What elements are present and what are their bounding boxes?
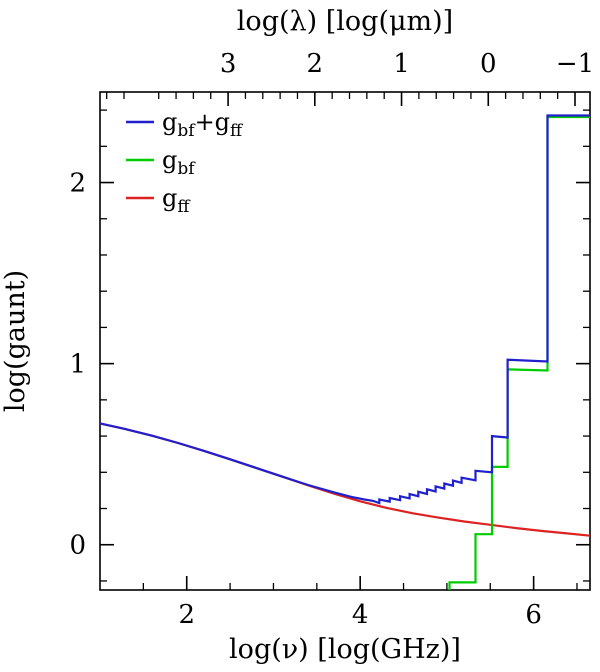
plot-frame xyxy=(99,91,591,591)
top-tick-label: −1 xyxy=(556,49,594,79)
legend-label-g-bf-plus-g-ff: gbf+gff xyxy=(162,108,244,141)
top-tick-label: 1 xyxy=(393,49,410,79)
y-tick-label: 1 xyxy=(69,350,86,380)
y-tick-label: 2 xyxy=(69,169,86,199)
legend-label-g-ff: gff xyxy=(162,184,191,217)
top-tick-label: 2 xyxy=(307,49,324,79)
legend: gbf+gff gbf gff xyxy=(126,108,244,217)
curve-g-ff xyxy=(99,422,591,537)
legend-label-g-bf: gbf xyxy=(162,146,196,179)
axis-tick-labels: 2 4 6 0 1 2 3 2 1 0 −1 xyxy=(69,49,594,630)
x-tick-label: 4 xyxy=(352,600,369,630)
x-tick-label: 2 xyxy=(178,600,195,630)
top-tick-label: 0 xyxy=(480,49,497,79)
x-tick-label: 6 xyxy=(525,600,542,630)
curves xyxy=(99,114,591,590)
top-axis-title: log(λ) [log(μm)] xyxy=(237,6,453,37)
y-axis-title: log(gaunt) xyxy=(0,270,31,412)
curve-g-bf xyxy=(448,115,590,590)
curve-g-bf-plus-g-ff xyxy=(99,114,590,505)
y-tick-label: 0 xyxy=(69,531,86,561)
x-axis-title: log(ν) [log(GHz)] xyxy=(229,634,461,665)
top-tick-label: 3 xyxy=(220,49,237,79)
axis-ticks xyxy=(100,92,590,590)
